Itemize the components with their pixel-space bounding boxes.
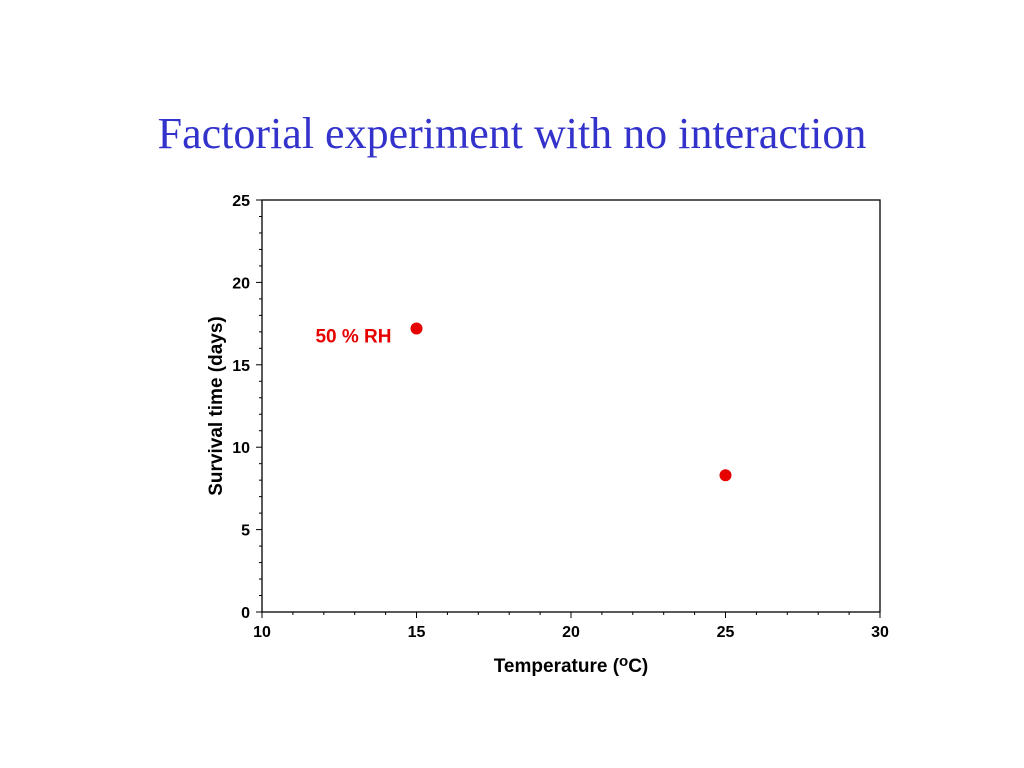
y-tick-label: 20 — [232, 275, 250, 292]
y-tick-label: 0 — [241, 605, 250, 622]
y-tick-label: 15 — [232, 358, 250, 375]
x-tick-label: 10 — [253, 624, 271, 641]
x-tick-label: 20 — [562, 624, 580, 641]
data-points — [410, 322, 732, 482]
x-axis-label: Temperature (oC) — [494, 653, 649, 677]
x-axis-label-text: Temperature ( — [494, 656, 620, 677]
x-tick-label: 15 — [408, 624, 426, 641]
y-axis-label: Survival time (days) — [206, 316, 227, 496]
plot-area — [261, 199, 881, 613]
y-tick-label: 5 — [241, 523, 250, 540]
y-tick-label: 25 — [232, 193, 250, 210]
data-point — [410, 322, 423, 335]
x-axis-label-unit: C) — [628, 656, 648, 677]
data-point — [719, 469, 732, 482]
x-axis: 10 15 20 25 30 — [253, 612, 889, 641]
annotation-label: 50 % RH — [315, 327, 391, 348]
x-axis-label-superscript: o — [619, 653, 628, 670]
plot-frame — [261, 199, 881, 613]
annotations: 50 % RH — [315, 327, 391, 348]
x-tick-label: 25 — [717, 624, 735, 641]
y-tick-label: 10 — [232, 440, 250, 457]
slide-title: Factorial experiment with no interaction — [157, 109, 867, 158]
y-axis: 0 5 10 15 20 25 — [232, 193, 262, 622]
x-tick-label: 30 — [871, 624, 889, 641]
